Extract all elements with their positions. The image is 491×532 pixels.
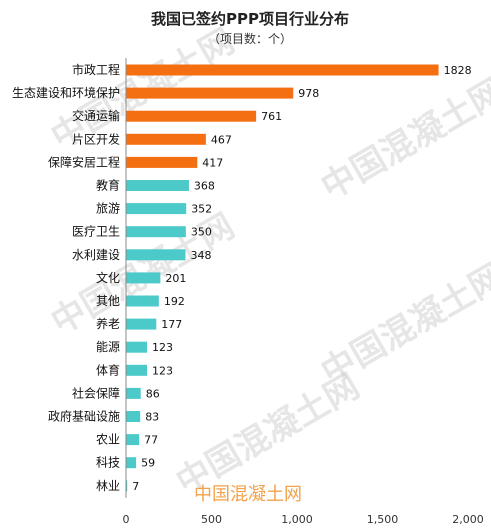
bar — [126, 226, 186, 238]
bar — [126, 64, 439, 76]
chart-subtitle: （项目数：个） — [208, 31, 292, 46]
diagonal-watermark: 中国混凝土网 — [315, 71, 491, 208]
value-label: 177 — [161, 318, 182, 331]
category-label: 医疗卫生 — [72, 225, 120, 239]
bar — [126, 156, 198, 168]
bar — [126, 364, 148, 376]
value-label: 352 — [191, 203, 212, 216]
diagonal-watermark: 中国混凝土网 — [170, 366, 367, 503]
value-label: 761 — [261, 110, 282, 123]
value-label: 86 — [146, 387, 160, 400]
category-label: 文化 — [96, 270, 120, 285]
category-label: 体育 — [96, 362, 120, 377]
category-label: 市政工程 — [72, 62, 120, 77]
value-label: 1828 — [444, 64, 472, 77]
value-label: 7 — [132, 480, 139, 493]
bar — [126, 272, 161, 284]
bar — [126, 110, 257, 122]
category-label: 水利建设 — [72, 248, 120, 262]
category-label: 片区开发 — [72, 131, 120, 146]
category-label: 林业 — [96, 479, 120, 493]
x-tick-label: 2,000 — [452, 513, 484, 526]
category-label: 养老 — [96, 316, 120, 331]
category-label: 教育 — [96, 178, 120, 193]
category-label: 其他 — [96, 294, 120, 308]
bar — [126, 457, 137, 469]
chart-title: 我国已签约PPP项目行业分布 — [151, 10, 349, 28]
bars — [126, 64, 439, 492]
brand-watermark: 中国混凝土网 — [194, 484, 302, 505]
category-labels: 市政工程生态建设和环境保护交通运输片区开发保障安居工程教育旅游医疗卫生水利建设文… — [12, 62, 120, 493]
category-label: 保障安居工程 — [48, 154, 120, 169]
value-labels: 1828 978 761 467 417 368 352 350 348 201 192 177 123… — [132, 64, 471, 493]
bar — [126, 434, 140, 446]
x-tick-label: 500 — [201, 513, 222, 526]
bar — [126, 341, 148, 353]
value-label: 123 — [152, 364, 173, 377]
value-label: 201 — [165, 272, 186, 285]
x-tick-label: 1,500 — [367, 513, 399, 526]
value-label: 368 — [194, 180, 215, 193]
bar — [126, 180, 189, 191]
bar — [126, 480, 128, 492]
category-label: 科技 — [96, 456, 120, 470]
category-label: 农业 — [96, 433, 120, 447]
x-tick-label: 1,000 — [281, 513, 313, 526]
bar — [126, 318, 157, 330]
value-label: 192 — [164, 295, 185, 308]
value-label: 978 — [298, 87, 319, 100]
value-label: 417 — [202, 156, 223, 169]
category-label: 能源 — [96, 340, 120, 354]
value-label: 348 — [191, 249, 212, 262]
category-label: 社会保障 — [72, 385, 120, 400]
bar — [126, 411, 141, 422]
value-label: 77 — [144, 434, 158, 447]
x-axis-ticks: 0 500 1,000 1,500 2,000 — [123, 513, 484, 526]
value-label: 467 — [211, 133, 232, 146]
category-label: 生态建设和环境保护 — [12, 85, 120, 100]
bar — [126, 295, 159, 307]
bar — [126, 87, 294, 99]
category-label: 政府基础设施 — [48, 409, 120, 424]
category-label: 交通运输 — [72, 108, 120, 123]
value-label: 350 — [191, 226, 212, 239]
bar — [126, 203, 187, 215]
bar — [126, 387, 141, 399]
value-label: 123 — [152, 341, 173, 354]
value-label: 83 — [145, 411, 159, 424]
category-label: 旅游 — [96, 202, 120, 216]
value-label: 59 — [141, 457, 155, 470]
bar — [126, 249, 186, 261]
bar — [126, 133, 206, 145]
x-tick-label: 0 — [123, 513, 130, 526]
